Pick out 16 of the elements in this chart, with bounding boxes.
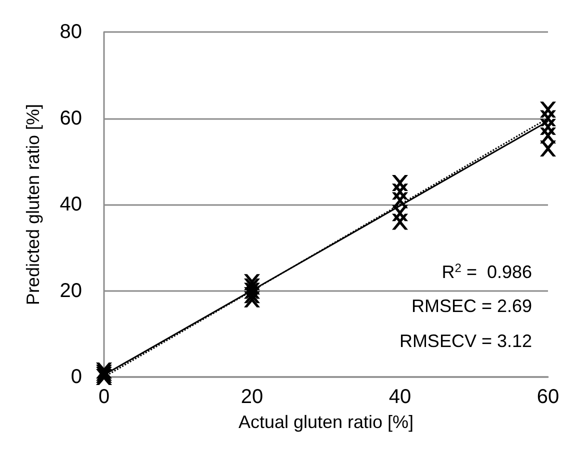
y-axis-title: Predicted gluten ratio [%]: [23, 104, 43, 306]
annotation: RMSECV = 3.12: [399, 331, 532, 351]
point: [540, 102, 556, 118]
y-tick-label: 20: [60, 280, 82, 302]
x-tick-label: 60: [536, 386, 560, 408]
point: [392, 174, 408, 191]
y-tick-label: 80: [60, 21, 82, 43]
x-axis-title: Actual gluten ratio [%]: [238, 412, 414, 432]
x-tick-label: 40: [388, 386, 412, 408]
y-tick-label: 40: [60, 194, 82, 216]
x-tick-label: 0: [98, 386, 110, 408]
x-tick-label: 20: [240, 386, 264, 408]
y-tick-label: 0: [70, 366, 82, 388]
point: [244, 274, 260, 290]
annotation: RMSEC = 2.69: [411, 296, 532, 316]
y-tick-label: 60: [60, 107, 82, 130]
